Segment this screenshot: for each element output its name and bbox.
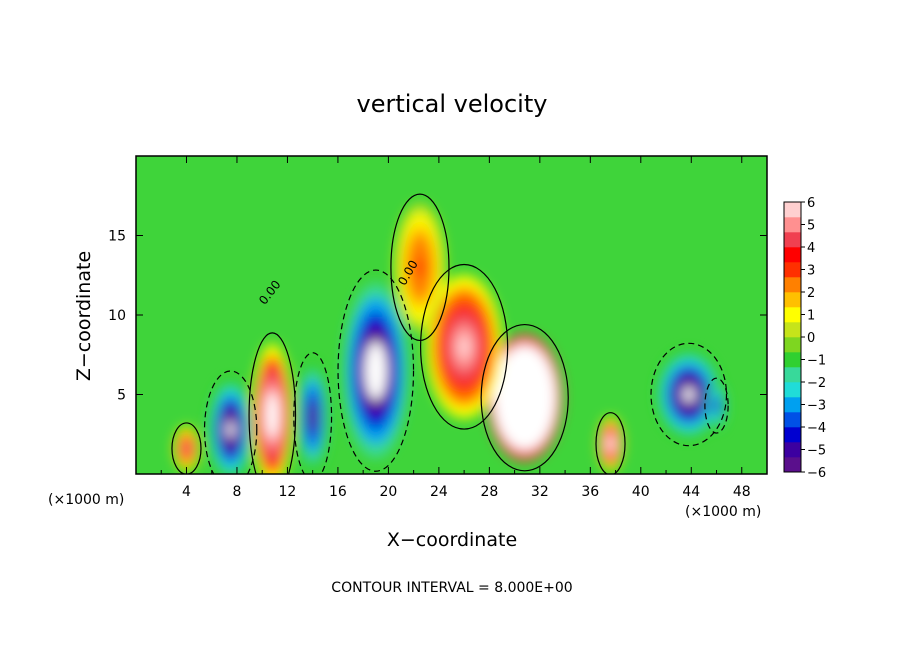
colorbar-swatch [784, 217, 801, 233]
colorbar-swatch [784, 307, 801, 323]
colorbar-swatch [784, 337, 801, 353]
colorbar-tick-label: 4 [807, 241, 815, 256]
colorbar-swatch [784, 352, 801, 368]
colorbar-tick-label: −2 [807, 376, 826, 391]
velocity-field [173, 203, 727, 474]
colorbar-swatch [784, 397, 801, 413]
colorbar-tick-label: 3 [807, 264, 815, 279]
contour-line [704, 377, 729, 434]
plot-area: 0.000.00 [135, 155, 768, 475]
field-mark-downdraft [226, 421, 235, 438]
colorbar-tick-label: 2 [807, 286, 815, 301]
y-axis-label: Z−coordinate [73, 251, 95, 381]
y-tick-label: 10 [108, 308, 126, 324]
field-mark-downdraft [683, 387, 695, 402]
colorbar-swatch [784, 247, 801, 263]
colorbar: 6 5 4 3 2 1 0 −1 −2 −3 −4 −5 −6 [783, 196, 826, 481]
colorbar-tick-label: 0 [807, 331, 815, 346]
chart-title: vertical velocity [357, 90, 548, 118]
field-mark-downdraft [309, 407, 316, 427]
colorbar-tick-label: 1 [807, 309, 815, 324]
x-tick-label: 36 [581, 484, 599, 500]
x-tick-label: 32 [531, 484, 549, 500]
y-tick-label: 5 [117, 388, 126, 404]
colorbar-tick-label: −5 [807, 444, 826, 459]
contour-line [203, 370, 258, 474]
y-axis-ticks: 5 10 15 [108, 229, 767, 404]
contour-line [480, 323, 569, 472]
field-mark-updraft_core [518, 387, 532, 409]
colorbar-swatch [784, 367, 801, 383]
x-tick-label: 48 [733, 484, 751, 500]
field-mark-downdraft [370, 356, 382, 386]
x-tick-label: 24 [430, 484, 448, 500]
y-tick-label: 15 [108, 229, 126, 245]
x-axis-ticks: 4 8 12 16 20 24 28 32 36 40 44 48 [160, 156, 751, 500]
contour-line [595, 412, 626, 474]
contour-line [171, 422, 202, 474]
contour-interval-note: CONTOUR INTERVAL = 8.000E+00 [331, 580, 572, 596]
x-tick-label: 40 [632, 484, 650, 500]
contour-line [293, 352, 333, 474]
colorbar-swatch [784, 382, 801, 398]
colorbar-tick-label: 5 [807, 219, 815, 234]
x-tick-label: 16 [329, 484, 347, 500]
x-unit-right: (×1000 m) [685, 504, 761, 520]
x-tick-label: 44 [682, 484, 700, 500]
colorbar-swatch [784, 202, 801, 218]
field-mark-downdraft [714, 401, 719, 410]
x-tick-label: 4 [182, 484, 191, 500]
colorbar-swatch [784, 412, 801, 428]
colorbar-swatch [784, 262, 801, 278]
x-tick-label: 20 [379, 484, 397, 500]
field-mark-updraft [608, 439, 613, 449]
colorbar-swatch [784, 277, 801, 293]
colorbar-tick-label: −6 [807, 466, 826, 481]
contour-line [650, 342, 728, 447]
colorbar-swatch [784, 427, 801, 443]
x-unit-left: (×1000 m) [48, 492, 124, 508]
contour-line [248, 332, 297, 474]
contour-line [419, 263, 509, 430]
x-axis-label: X−coordinate [387, 529, 517, 551]
colorbar-tick-label: −4 [807, 421, 826, 436]
colorbar-swatch [784, 232, 801, 248]
colorbar-tick-label: −3 [807, 399, 826, 414]
field-mark-updraft [268, 403, 276, 428]
contour-line [390, 193, 450, 342]
field-mark-updraft [184, 444, 189, 453]
contour-line [337, 269, 415, 472]
colorbar-tick-label: −1 [807, 354, 826, 369]
colorbar-swatch [784, 322, 801, 338]
colorbar-swatch [784, 442, 801, 458]
x-tick-label: 12 [279, 484, 297, 500]
colorbar-swatch [784, 457, 801, 473]
field-mark-updraft [415, 256, 425, 278]
field-mark-updraft [457, 334, 471, 359]
x-tick-label: 28 [480, 484, 498, 500]
colorbar-swatch [784, 292, 801, 308]
x-tick-label: 8 [232, 484, 241, 500]
colorbar-tick-label: 6 [807, 196, 815, 211]
